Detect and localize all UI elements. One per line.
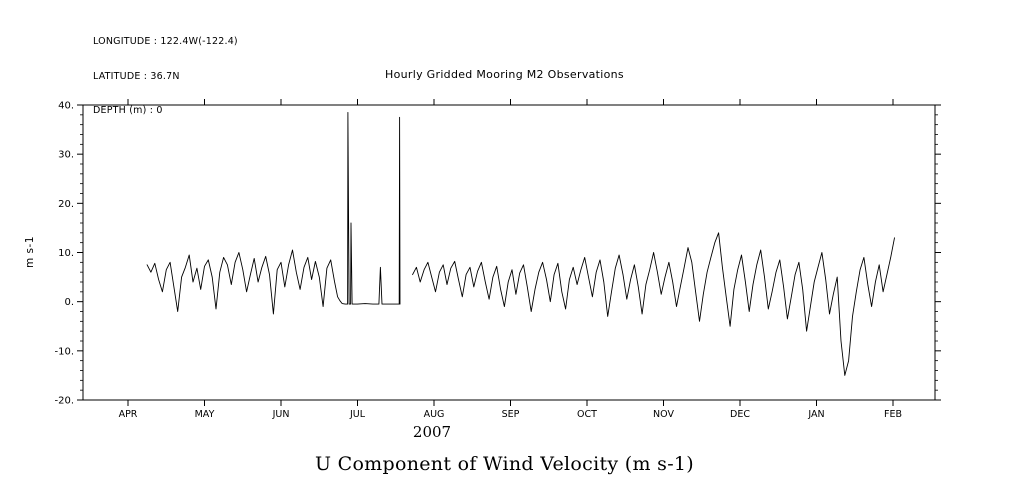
depth-label: DEPTH (m) : 0 [93,105,163,116]
axis-frame [82,104,936,401]
x-tick-label: OCT [577,409,597,420]
longitude-label: LONGITUDE : 122.4W(-122.4) [93,36,238,47]
x-tick-label: JAN [807,409,824,420]
y-tick-label: 20. [58,199,74,210]
x-tick-label: DEC [730,409,750,420]
x-tick-label: SEP [502,409,520,420]
latitude-label: LATITUDE : 36.7N [93,70,180,82]
figure-caption: U Component of Wind Velocity (m s-1) [314,453,695,475]
x-tick-label: JUN [272,409,290,420]
x-tick-label: NOV [653,409,674,420]
y-tick-label: 0. [64,297,74,308]
wind-series-path [146,111,401,315]
wind-series-path [412,232,895,376]
y-axis-label: m s-1 [24,235,36,269]
x-tick-label: MAY [195,409,215,420]
x-tick-label: AUG [424,409,445,420]
y-tick-label: 10. [58,248,74,259]
metadata-block: LONGITUDE : 122.4W(-122.4) LATITUDE : 36… [93,13,238,140]
x-tick-label: JUL [349,409,366,420]
y-tick-label: 30. [58,150,74,161]
y-tick-label: -10. [54,346,74,357]
y-tick-label: -20. [54,396,74,407]
x-axis-year-label: 2007 [412,423,452,441]
x-tick-label: APR [119,409,138,420]
chart-title: Hourly Gridded Mooring M2 Observations [385,68,624,81]
y-tick-label: 40. [58,101,74,112]
x-tick-label: FEB [884,409,902,420]
